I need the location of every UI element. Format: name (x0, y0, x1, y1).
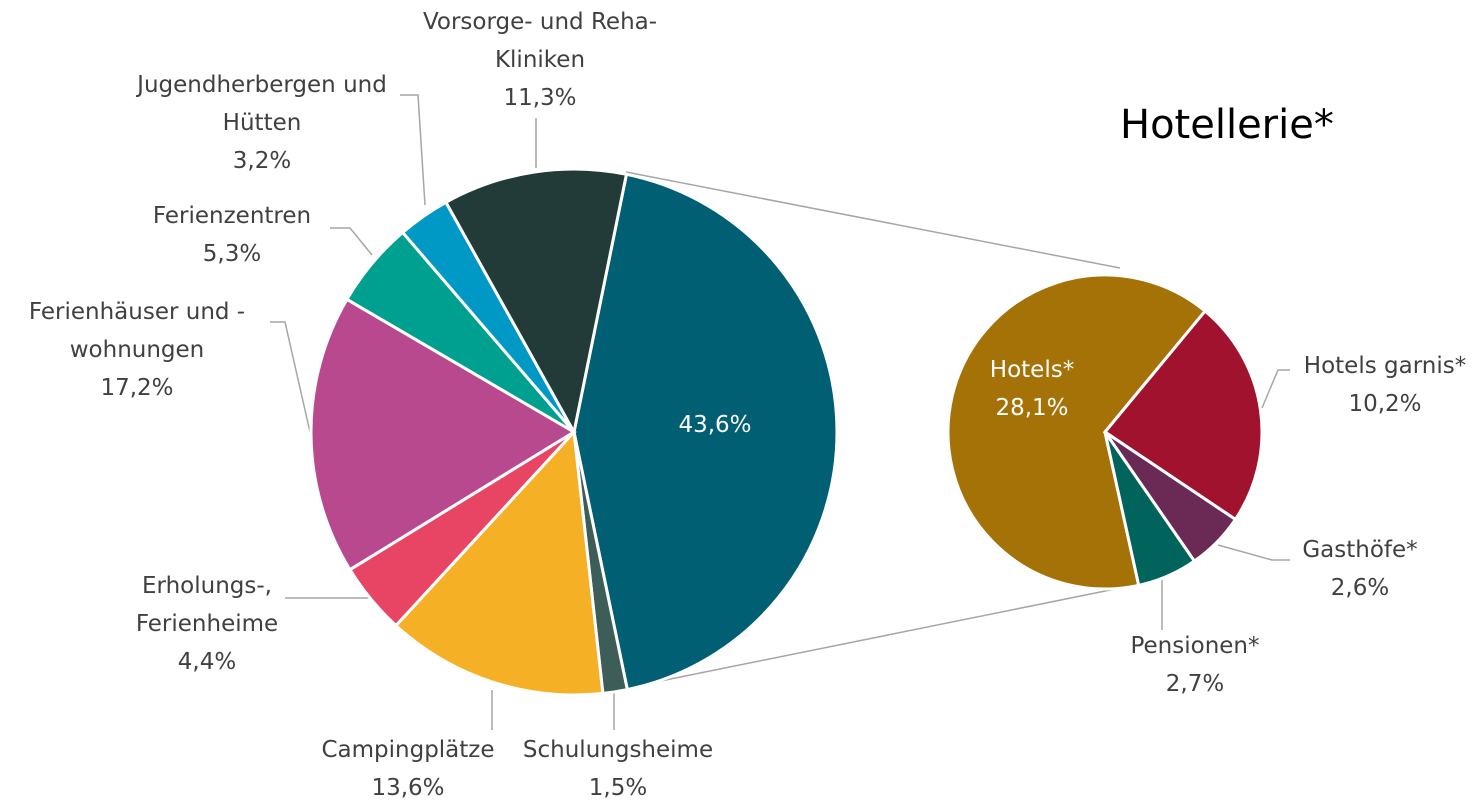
category-label: Pensionen* (1130, 633, 1260, 659)
value-label: 13,6% (371, 775, 445, 801)
leader-line (270, 321, 311, 433)
value-label: 5,3% (202, 241, 262, 267)
pie-slice (946, 273, 1208, 591)
category-label: Hotels garnis* (1303, 353, 1467, 379)
leader-line (400, 94, 426, 206)
value-label: 28,1% (995, 395, 1069, 421)
leader-line (1217, 544, 1290, 561)
chart-title: Hotellerie* (1120, 102, 1334, 148)
category-label: Ferienhäuser und - wohnungen (28, 299, 246, 363)
category-label: Vorsorge- und Reha- Kliniken (422, 9, 658, 73)
category-label: Gasthöfe* (1302, 537, 1418, 563)
category-label: Schulungsheime (522, 737, 714, 763)
value-label: 4,4% (177, 649, 237, 675)
data-label: Schulungsheime 1,5% (523, 731, 713, 806)
value-label: 43,6% (678, 412, 752, 438)
value-label: 3,2% (232, 148, 292, 174)
data-label: Hotels garnis* 10,2% (1304, 347, 1466, 423)
data-label: 43,6% (678, 406, 751, 444)
pie-slice (572, 172, 839, 692)
value-label: 1,5% (588, 775, 648, 801)
leader-line (1261, 369, 1290, 409)
data-label: Ferienzentren 5,3% (153, 197, 311, 273)
data-label: Ferienhäuser und - wohnungen 17,2% (29, 293, 245, 407)
pie-slice (309, 297, 577, 572)
category-label: Jugendherbergen und Hütten (137, 72, 387, 136)
connector-line (625, 587, 1121, 689)
value-label: 10,2% (1348, 391, 1422, 417)
value-label: 17,2% (100, 375, 174, 401)
value-label: 2,6% (1330, 575, 1390, 601)
data-label: Pensionen* 2,7% (1130, 627, 1259, 703)
value-label: 2,7% (1165, 671, 1225, 697)
pie-slice (443, 167, 629, 437)
data-label: Jugendherbergen und Hütten 3,2% (137, 66, 387, 180)
data-label: Vorsorge- und Reha- Kliniken 11,3% (423, 3, 657, 117)
leader-lines (270, 94, 1290, 730)
data-label: Campingplätze 13,6% (321, 731, 494, 806)
connector-line (625, 171, 1121, 269)
category-label: Ferienzentren (152, 203, 312, 229)
data-label: Hotels* 28,1% (990, 351, 1074, 427)
category-label: Campingplätze (321, 737, 495, 763)
value-label: 11,3% (503, 85, 577, 111)
leader-line (330, 227, 373, 256)
data-label: Erholungs-, Ferienheime 4,4% (136, 567, 278, 681)
pie-slice (1103, 431, 1197, 588)
pie-slice (1102, 308, 1264, 522)
connectors (625, 171, 1121, 689)
data-label: Gasthöfe* 2,6% (1302, 531, 1417, 607)
category-label: Hotels* (989, 357, 1075, 383)
category-label: Erholungs-, Ferienheime (135, 573, 279, 637)
pie-slice (393, 428, 605, 697)
